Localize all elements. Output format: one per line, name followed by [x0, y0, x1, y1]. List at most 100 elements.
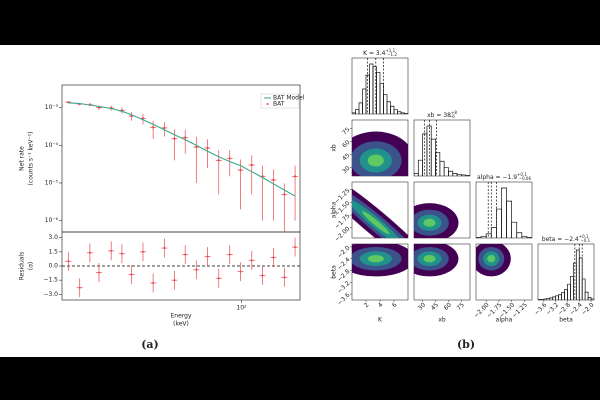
y-tick-label: 10⁻³ [45, 104, 59, 111]
y-tick-label: 10⁻⁵ [45, 180, 59, 187]
density-level [367, 154, 384, 167]
x-tick-label: 2 [363, 301, 371, 309]
x-axis-label: (keV) [173, 321, 189, 328]
cell [414, 203, 459, 238]
title-lower: −0.1 [580, 238, 590, 243]
x-tick-label: 4 [377, 301, 385, 309]
histogram-bin [581, 278, 586, 300]
y-axis-label: xb [331, 144, 338, 152]
residual-point [163, 247, 166, 250]
histogram-bin [516, 232, 523, 238]
cell [414, 120, 470, 176]
cell [476, 244, 511, 277]
legend-label: BAT Model [273, 95, 305, 102]
histogram-bin [584, 291, 589, 300]
title-upper: +0.1 [579, 234, 589, 239]
residual-point [120, 252, 123, 255]
residual-point [67, 260, 70, 263]
x-axis-label: beta [559, 317, 573, 324]
y-axis-label: (σ) [28, 262, 35, 270]
residual-point [141, 250, 144, 253]
x-tick-label: 75 [456, 301, 466, 311]
cell [414, 244, 459, 277]
data-point [173, 137, 176, 140]
title-upper: +8 [451, 110, 457, 115]
y-tick-label: 10⁻⁴ [45, 142, 59, 149]
residual-point [152, 282, 155, 284]
title-text: beta = −2.4 [542, 236, 579, 243]
data-point [272, 178, 275, 182]
density-level [362, 211, 390, 235]
x-axis-label: xb [438, 317, 446, 324]
parameter-title: K = 3.4+1.1 −1.2 [363, 48, 397, 57]
cell-frame [475, 181, 533, 239]
histogram-bin [590, 298, 594, 300]
residual-point [206, 255, 209, 258]
parameter-title: xb = 38+8 −6 [427, 110, 457, 119]
cell-frame [475, 243, 533, 301]
x-tick-label: 6 [391, 301, 399, 309]
x-tick-label: 10² [236, 305, 247, 312]
caption: (a) [141, 338, 159, 351]
y-tick-label: −1.5 [43, 277, 58, 284]
density-level [423, 218, 436, 227]
x-tick-label: 60 [443, 301, 453, 311]
data-point [283, 193, 286, 196]
residual-point [283, 276, 286, 279]
data-point [250, 163, 253, 167]
data-point [293, 175, 297, 178]
title-lower: −1.2 [387, 52, 397, 57]
y-tick-label: 60 [341, 139, 351, 149]
residual-point [88, 251, 91, 254]
data-point [184, 136, 187, 139]
y-axis-label: alpha [331, 201, 338, 218]
data-point [195, 145, 198, 149]
residual-point [217, 277, 220, 280]
residual-point [78, 286, 81, 289]
caption: (b) [457, 338, 475, 351]
data-point [206, 146, 209, 150]
cell-frame [537, 243, 595, 301]
title-upper: +1.1 [385, 48, 395, 53]
data-point [228, 157, 231, 160]
residual-point [228, 253, 231, 256]
x-axis-label: Energy [170, 313, 191, 320]
title-lower: −6 [449, 114, 455, 119]
x-tick-label: 30 [417, 301, 427, 311]
title-text: xb = 38 [427, 112, 451, 119]
density-level [367, 255, 384, 263]
legend-label: BAT [273, 101, 285, 108]
title-text: alpha = −1.9 [477, 174, 517, 181]
y-tick-label: 10⁻⁶ [45, 217, 59, 224]
residual-point [184, 253, 187, 256]
cell [352, 131, 408, 176]
y-axis-label: Residuals [19, 252, 26, 280]
residual-point [173, 279, 176, 282]
y-tick-label: 75 [341, 126, 351, 136]
model-line [68, 102, 296, 197]
residual-area [65, 237, 299, 298]
histogram-bin [404, 113, 408, 114]
y-tick-label: 30 [341, 165, 351, 175]
x-axis-label: alpha [496, 317, 513, 324]
data-point [97, 106, 101, 109]
title-upper: +0.1 [517, 172, 527, 177]
cell [352, 244, 408, 277]
residual-point [294, 246, 297, 249]
residual-point [272, 256, 275, 259]
x-tick-label: 45 [430, 301, 440, 311]
residual-point [250, 259, 253, 262]
title-text: K = 3.4 [363, 50, 386, 57]
y-tick-label: 1.5 [48, 248, 58, 255]
cell-frame [413, 119, 471, 177]
cell [476, 182, 532, 238]
y-axis-label: (counts s⁻¹ keV⁻¹) [28, 132, 35, 186]
histogram-bin [526, 237, 532, 238]
residual-point [239, 270, 242, 273]
data-point [152, 126, 155, 129]
x-axis-label: K [378, 317, 383, 324]
residual-point [98, 271, 101, 274]
y-tick-label: −3.0 [43, 291, 58, 298]
